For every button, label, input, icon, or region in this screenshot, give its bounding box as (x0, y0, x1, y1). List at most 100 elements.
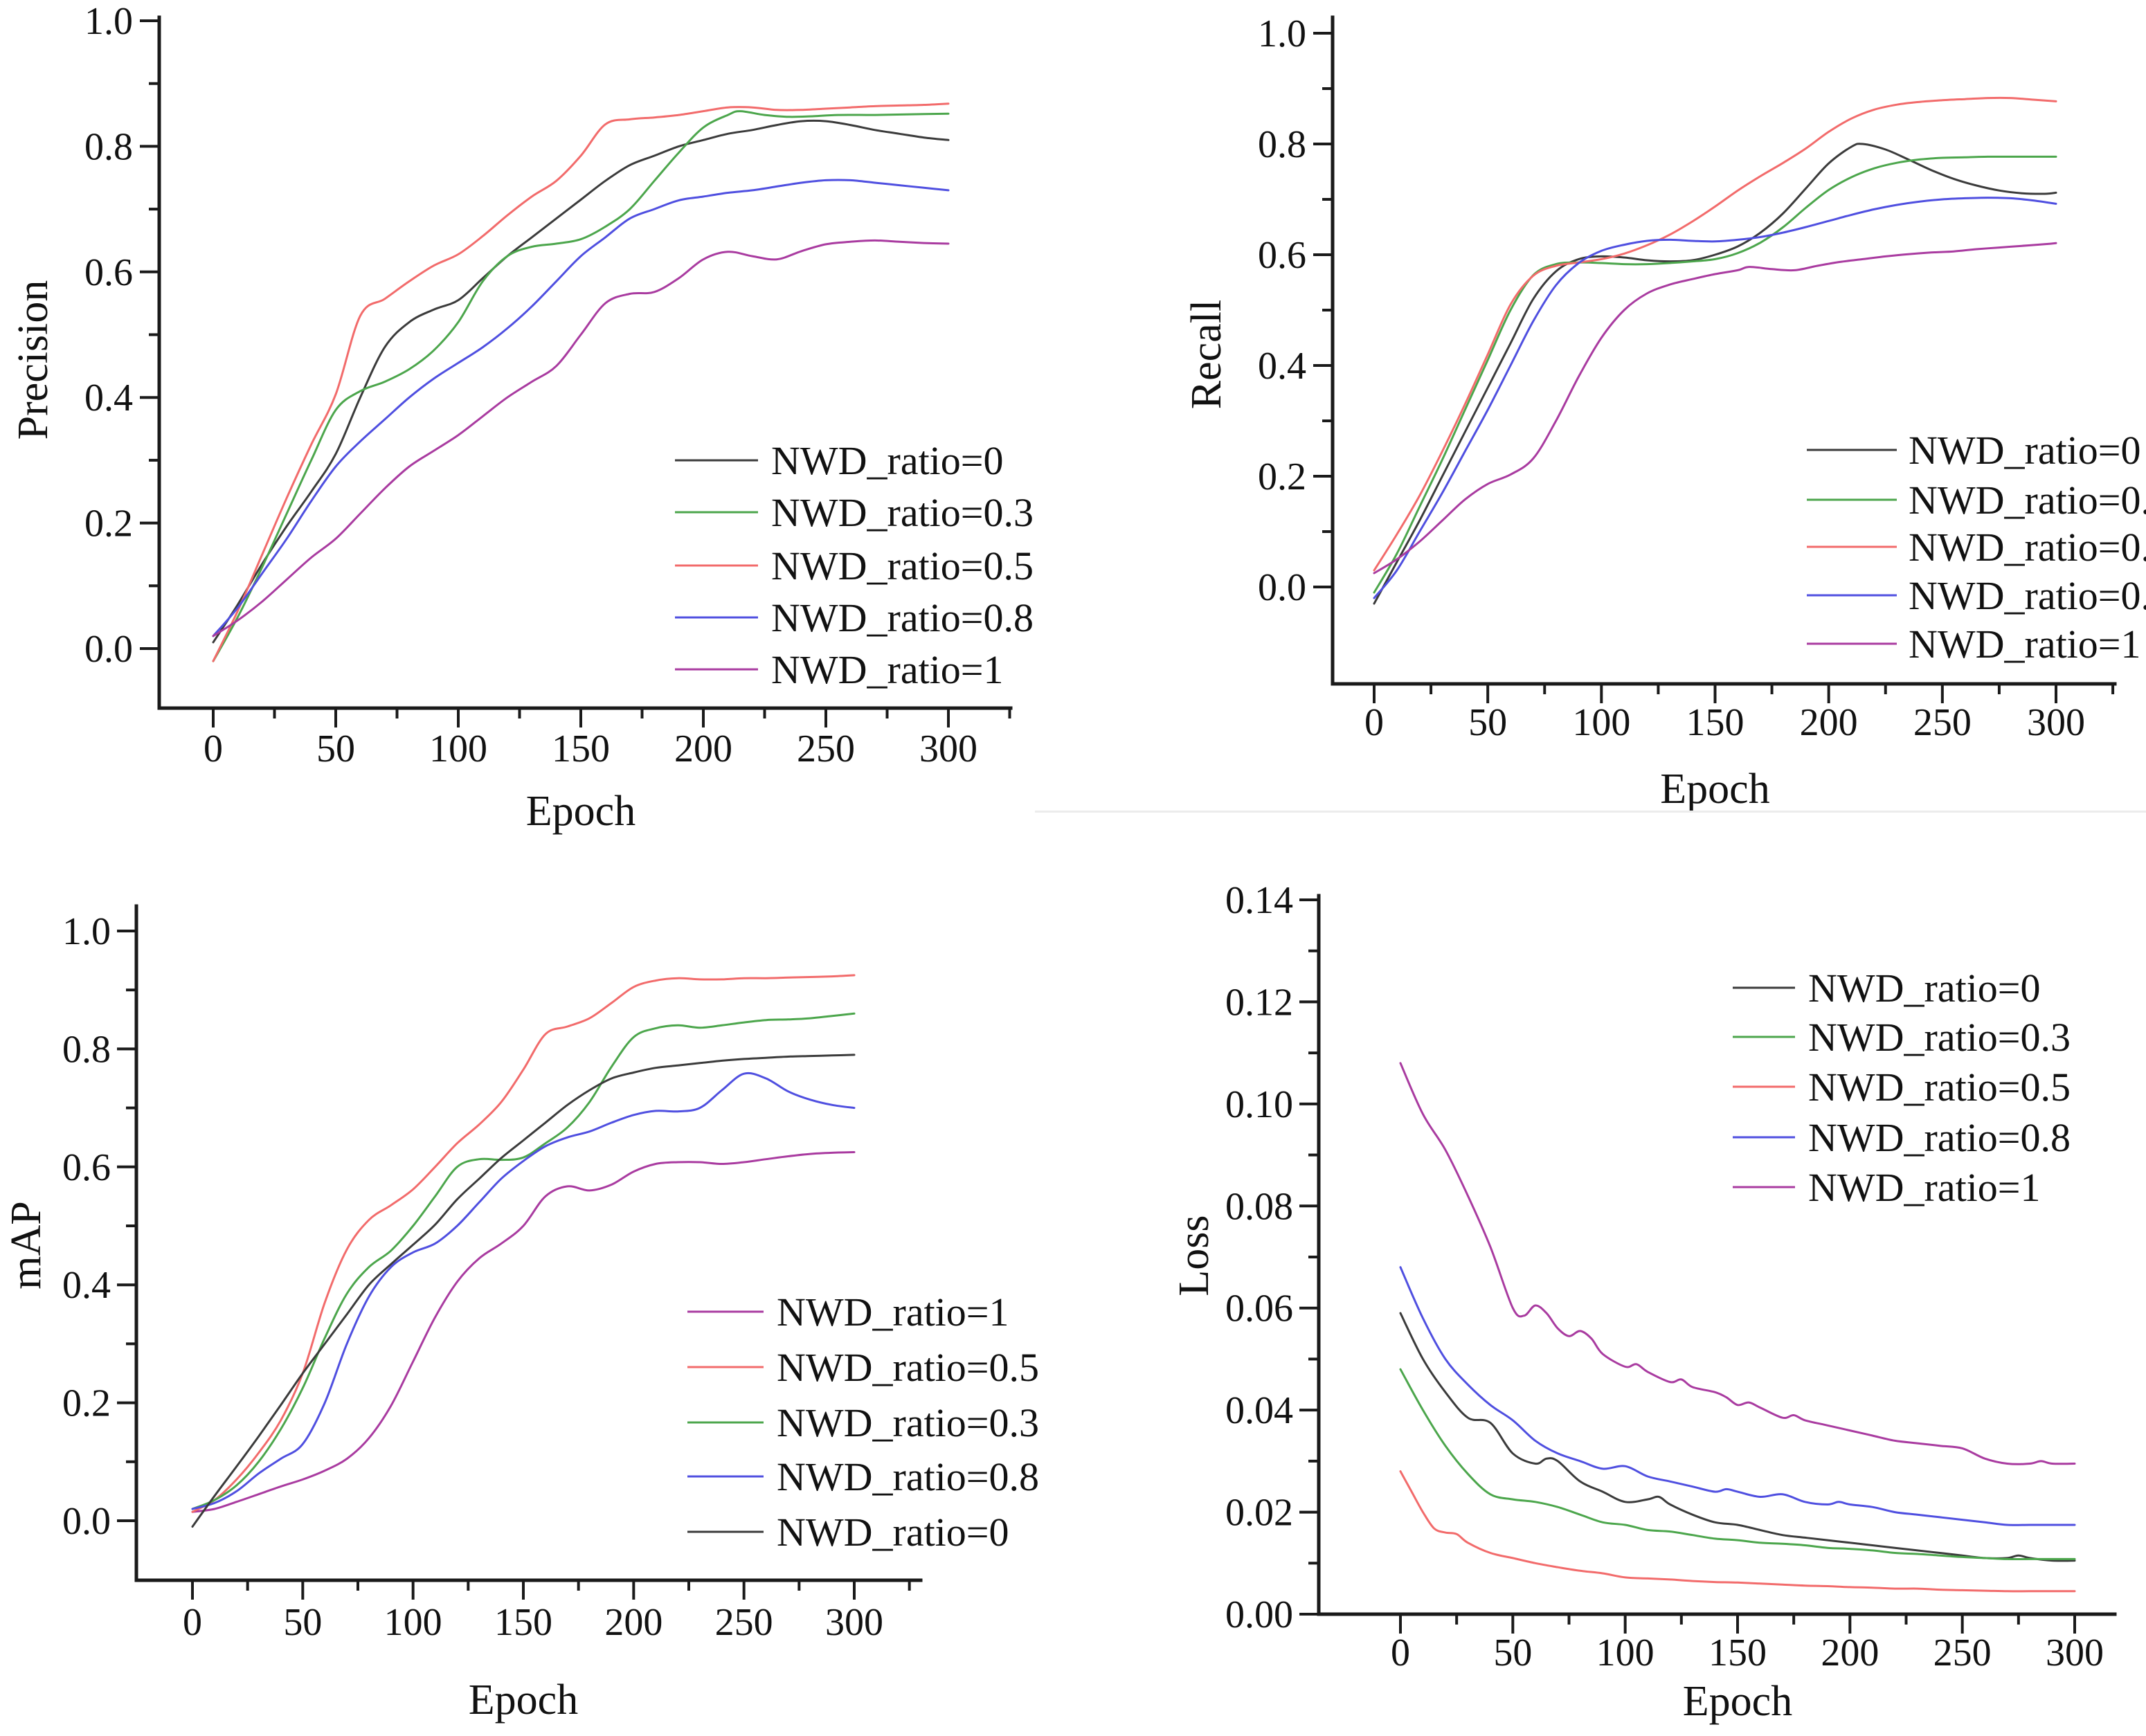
y-axis-title: Recall (1183, 300, 1230, 409)
y-tick-label: 0.06 (1225, 1287, 1293, 1330)
series-line-nwd-ratio-0-3 (1373, 155, 2057, 594)
x-tick-label: 150 (1708, 1631, 1767, 1674)
legend-label-nwd-ratio-0-8: NWD_ratio=0.8 (1909, 573, 2146, 618)
y-tick-label: 0.2 (1258, 455, 1306, 498)
x-tick-label: 100 (384, 1601, 442, 1644)
y-axis-title: mAP (3, 1201, 50, 1289)
y-tick-label: 1.0 (84, 0, 133, 43)
y-tick-label: 0.00 (1225, 1593, 1293, 1636)
y-tick-label: 0.04 (1225, 1389, 1293, 1432)
x-axis-ticks: 0 50 100 150 200 250 300 (1364, 684, 2115, 744)
x-tick-label: 250 (1933, 1631, 1992, 1674)
series-line-nwd-ratio-1 (212, 239, 950, 638)
x-tick-label: 0 (1391, 1631, 1410, 1674)
series-line-nwd-ratio-0-3 (191, 1012, 856, 1510)
legend-label-nwd-ratio-0-8: NWD_ratio=0.8 (771, 595, 1034, 640)
x-tick-label: 300 (2046, 1631, 2104, 1674)
series-line-nwd-ratio-0-8 (191, 1072, 856, 1510)
series-line-nwd-ratio-0 (1399, 1312, 2076, 1562)
y-tick-label: 0.02 (1225, 1492, 1293, 1535)
x-axis-ticks: 0 50 100 150 200 250 300 (183, 1580, 911, 1644)
x-tick-label: 300 (2027, 701, 2085, 744)
series-line-nwd-ratio-0 (191, 1054, 856, 1528)
recall-chart: 0 50 100 150 200 250 300 0.0 0.2 0.4 0.6 0.8 1.0 Epoc… (1183, 12, 2146, 813)
chart-panel-loss: 0 50 100 150 200 250 300 0.00 0.02 0.04 0.06 0.08 0.… (1073, 868, 2146, 1736)
x-axis-title: Epoch (1683, 1678, 1792, 1725)
legend-label-nwd-ratio-1: NWD_ratio=1 (777, 1290, 1009, 1335)
y-tick-label: 0.08 (1225, 1185, 1293, 1228)
legend-label-nwd-ratio-0: NWD_ratio=0 (777, 1510, 1009, 1555)
legend-label-nwd-ratio-0: NWD_ratio=0 (1808, 966, 2041, 1011)
y-tick-label: 0.0 (62, 1500, 111, 1543)
series-line-nwd-ratio-0 (212, 119, 950, 644)
series-group (1399, 1062, 2076, 1593)
x-tick-label: 200 (604, 1601, 662, 1644)
legend-label-nwd-ratio-0-3: NWD_ratio=0.3 (777, 1400, 1039, 1445)
chart-panel-map: 0 50 100 150 200 250 300 0.0 0.2 0.4 0.6 0.8 1.0 Epoc… (0, 868, 1073, 1736)
y-tick-label: 0.14 (1225, 879, 1293, 922)
y-tick-label: 0.6 (62, 1146, 111, 1189)
legend-label-nwd-ratio-1: NWD_ratio=1 (1909, 622, 2141, 667)
legend-label-nwd-ratio-0-3: NWD_ratio=0.3 (1808, 1015, 2071, 1060)
legend: NWD_ratio=1 NWD_ratio=0.5 NWD_ratio=0.3 NWD… (687, 1290, 1039, 1555)
y-tick-label: 0.8 (84, 125, 133, 168)
x-tick-label: 100 (429, 727, 487, 770)
legend-label-nwd-ratio-0-3: NWD_ratio=0.3 (1909, 478, 2146, 523)
series-line-nwd-ratio-0-8 (1373, 197, 2057, 599)
legend: NWD_ratio=0NWD_ratio=0.3NWD_ratio=0.5NWD… (1807, 428, 2146, 667)
x-tick-label: 250 (715, 1601, 773, 1644)
x-axis-ticks: 0 50 100 150 200 250 300 (1391, 1614, 2104, 1674)
y-tick-label: 0.2 (84, 503, 133, 545)
y-tick-label: 1.0 (1258, 12, 1306, 55)
x-tick-label: 0 (183, 1601, 202, 1644)
legend-label-nwd-ratio-0-5: NWD_ratio=0.5 (771, 543, 1034, 588)
y-tick-label: 0.0 (84, 628, 133, 671)
series-line-nwd-ratio-0-5 (1399, 1470, 2076, 1593)
series-group (1373, 96, 2057, 605)
x-axis-ticks: 0 50 100 150 200 250 300 (204, 708, 1011, 770)
series-group (212, 102, 950, 662)
y-tick-label: 0.2 (62, 1382, 111, 1425)
map-chart: 0 50 100 150 200 250 300 0.0 0.2 0.4 0.6 0.8 1.0 Epoc… (3, 904, 1039, 1724)
y-axis-ticks: 0.0 0.2 0.4 0.6 0.8 1.0 (62, 910, 136, 1543)
x-axis-title: Epoch (1660, 766, 1769, 813)
y-axis-title: Precision (10, 280, 57, 440)
legend-label-nwd-ratio-1: NWD_ratio=1 (771, 647, 1004, 692)
x-axis-title: Epoch (469, 1676, 578, 1724)
legend-label-nwd-ratio-0-3: NWD_ratio=0.3 (771, 490, 1034, 535)
legend-label-nwd-ratio-1: NWD_ratio=1 (1808, 1165, 2041, 1210)
x-tick-label: 150 (552, 727, 610, 770)
series-line-nwd-ratio-0-5 (1373, 96, 2057, 572)
y-axis-ticks: 0.0 0.2 0.4 0.6 0.8 1.0 (1258, 12, 1333, 609)
x-tick-label: 300 (919, 727, 977, 770)
y-tick-label: 0.6 (1258, 234, 1306, 277)
x-tick-label: 50 (316, 727, 355, 770)
series-line-nwd-ratio-0-3 (212, 110, 950, 662)
image-seam-artifact (1035, 811, 2146, 813)
chart-panel-recall: 0 50 100 150 200 250 300 0.0 0.2 0.4 0.6 0.8 1.0 Epoc… (1073, 0, 2146, 868)
y-tick-label: 0.6 (84, 251, 133, 294)
y-tick-label: 0.10 (1225, 1083, 1293, 1126)
series-line-nwd-ratio-1 (191, 1151, 856, 1513)
y-axis-ticks: 0.00 0.02 0.04 0.06 0.08 0.10 0.12 0.14 (1225, 879, 1319, 1636)
legend-label-nwd-ratio-0-5: NWD_ratio=0.5 (1808, 1065, 2071, 1110)
x-tick-label: 150 (1686, 701, 1744, 744)
y-tick-label: 0.4 (62, 1264, 111, 1307)
y-axis-ticks: 0.0 0.2 0.4 0.6 0.8 1.0 (84, 0, 159, 671)
y-axis-title: Loss (1171, 1215, 1218, 1296)
y-tick-label: 0.0 (1258, 566, 1306, 609)
series-line-nwd-ratio-0-3 (1399, 1368, 2076, 1560)
x-axis-title: Epoch (526, 788, 635, 835)
x-tick-label: 150 (494, 1601, 552, 1644)
legend-label-nwd-ratio-0: NWD_ratio=0 (771, 438, 1004, 483)
x-tick-label: 50 (283, 1601, 322, 1644)
x-tick-label: 250 (1913, 701, 1972, 744)
x-tick-label: 250 (797, 727, 855, 770)
series-line-nwd-ratio-1 (1373, 242, 2057, 575)
x-tick-label: 300 (825, 1601, 883, 1644)
loss-chart: 0 50 100 150 200 250 3000.000.020.040.060.080.… (1171, 879, 2117, 1725)
x-tick-label: 0 (1364, 701, 1384, 744)
y-tick-label: 0.4 (1258, 345, 1306, 388)
chart-panel-precision: 0 50 100 150 200 250 300 0.0 0.2 0.4 0.6 0.8 1.0 Epoc… (0, 0, 1073, 868)
